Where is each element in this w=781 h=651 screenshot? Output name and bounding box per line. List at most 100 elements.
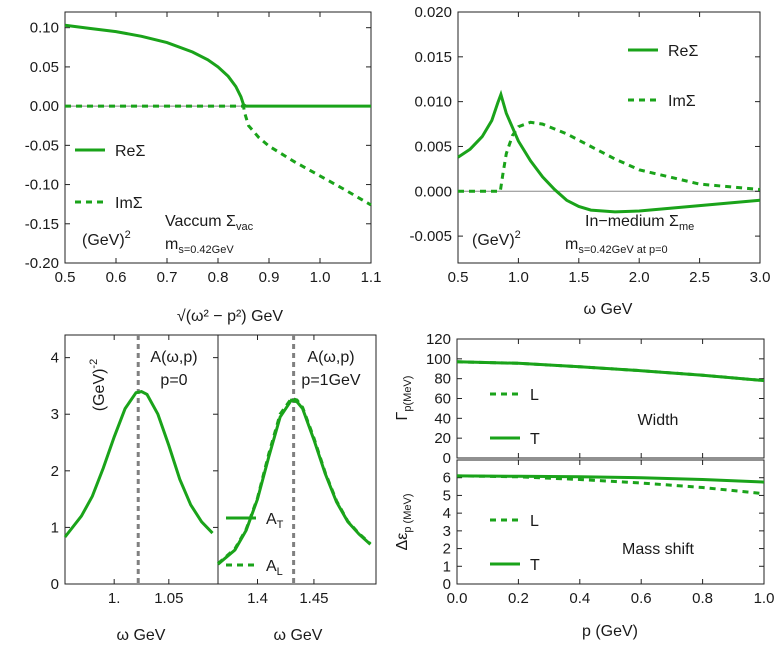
med-ytick-label: 0.000 (414, 183, 452, 200)
shift-xlabel: p (GeV) (582, 623, 638, 640)
shift-ytick-label: 3 (443, 523, 451, 540)
med-xtick-label: 1.0 (508, 269, 529, 286)
med-ms-label: ms=0.42GeV at p=0 (565, 236, 668, 256)
vac-xtick-label: 1.0 (310, 269, 331, 286)
shift-xtick-label: 0.0 (447, 590, 468, 607)
a0-ytick-label: 4 (51, 350, 59, 367)
a0-ytick-label: 1 (51, 519, 59, 536)
shift-ytick-label: 0 (443, 576, 451, 593)
a0-series-A-solid (63, 390, 214, 538)
a0-title: A(ω,p) (150, 349, 197, 366)
med-ytick-label: 0.020 (414, 4, 452, 21)
vac-series-Re-solid (64, 23, 371, 108)
shift-xtick-label: 0.6 (631, 590, 652, 607)
a1-legend-label: AT (266, 511, 284, 531)
shift-ylabel: Δεp (MeV) (394, 494, 414, 551)
a1-xtick-label: 1.4 (247, 590, 268, 607)
a0-units: (GeV)-2 (88, 359, 108, 411)
panel-spectral-p0: 1. 1.05 0 1 2 3 4 A(ω,p) p=0 (GeV)-2 ω GeV (51, 334, 219, 644)
width-ytick-label: 20 (434, 430, 451, 447)
panel-spectral-p1: 1.4 1.45 A(ω,p) p=1GeV AT AL ω GeV (217, 334, 377, 644)
a1-subtitle: p=1GeV (301, 372, 360, 389)
width-ylabel: Γp(MeV) (394, 376, 414, 421)
med-ytick-label: -0.005 (409, 228, 452, 245)
panel-vacuum-self-energy: 0.5 0.6 0.7 0.8 0.9 1.0 1.1 -0.20 -0.15 -0.10 -0.0… (25, 11, 382, 325)
vac-ytick-label: -0.05 (25, 137, 59, 154)
a0-subtitle: p=0 (160, 372, 187, 389)
med-xtick-label: 2.0 (629, 269, 650, 286)
a0-frame (64, 334, 219, 585)
med-xtick-label: 3.0 (750, 269, 771, 286)
vac-xtick-label: 0.8 (208, 269, 229, 286)
vac-xtick-label: 0.5 (55, 269, 76, 286)
width-ytick-label: 120 (426, 331, 451, 348)
vac-xlabel: √(ω² − p²) GeV (177, 308, 284, 325)
vac-xtick-label: 0.9 (259, 269, 280, 286)
shift-series-T-solid (456, 474, 765, 484)
shift-xtick-label: 1.0 (754, 590, 775, 607)
a0-xlabel: ω GeV (117, 627, 166, 644)
med-series-Im-dashed (458, 120, 761, 193)
shift-ytick-label: 5 (443, 487, 451, 504)
panel-width: 0 20 40 60 80 100 120 L T Width Γp(MeV) (394, 331, 765, 467)
shift-xtick-label: 0.4 (569, 590, 590, 607)
med-units: (GeV)2 (472, 229, 521, 249)
vac-series-Im-dashed (65, 104, 372, 207)
vac-ytick-label: -0.15 (25, 216, 59, 233)
med-title: In−medium Σme (585, 213, 694, 233)
shift-legend-label: L (530, 513, 539, 530)
vac-ms-label: ms=0.42GeV (165, 236, 234, 256)
med-legend-label: ReΣ (668, 43, 698, 60)
shift-series-L-dashed (456, 474, 765, 496)
vac-title: Vaccum Σvac (165, 213, 254, 233)
width-title: Width (638, 412, 679, 429)
width-ytick-label: 40 (434, 410, 451, 427)
width-ytick-label: 100 (426, 351, 451, 368)
shift-ytick-label: 1 (443, 558, 451, 575)
vac-ytick-label: 0.10 (30, 20, 59, 37)
med-xlabel: ω GeV (584, 301, 633, 318)
shift-ytick-label: 2 (443, 541, 451, 558)
a0-ytick-label: 3 (51, 406, 59, 423)
width-ytick-label: 80 (434, 371, 451, 388)
width-legend-label: L (530, 387, 539, 404)
med-xtick-label: 1.5 (568, 269, 589, 286)
vac-xtick-label: 1.1 (361, 269, 382, 286)
a1-frame (217, 334, 377, 585)
med-ytick-label: 0.015 (414, 49, 452, 66)
a0-xtick-label: 1. (108, 590, 121, 607)
vac-xtick-label: 0.7 (157, 269, 178, 286)
width-series-L-dashed (456, 360, 765, 383)
shift-ytick-label: 6 (443, 470, 451, 487)
med-ytick-label: 0.010 (414, 94, 452, 111)
vac-ytick-label: -0.20 (25, 255, 59, 272)
a0-xtick-label: 1.05 (154, 590, 183, 607)
a1-xlabel: ω GeV (274, 627, 323, 644)
panel-medium-self-energy: 0.5 1.0 1.5 2.0 2.5 3.0 -0.005 0.000 0.005 0.010 0… (409, 4, 770, 318)
width-legend-label: T (530, 431, 540, 448)
shift-xtick-label: 0.2 (508, 590, 529, 607)
shift-legend-label: T (530, 557, 540, 574)
vac-legend-label: ImΣ (115, 195, 143, 212)
med-xtick-label: 2.5 (689, 269, 710, 286)
vac-units: (GeV)2 (82, 229, 131, 249)
width-series-T-solid (456, 360, 765, 383)
med-series-Re-solid (457, 89, 761, 214)
med-legend-label: ImΣ (668, 93, 696, 110)
vac-legend-label: ReΣ (115, 143, 145, 160)
shift-title: Mass shift (622, 541, 695, 558)
shift-frame (456, 459, 765, 585)
shift-xtick-label: 0.8 (692, 590, 713, 607)
width-frame (456, 338, 765, 459)
med-ytick-label: 0.005 (414, 138, 452, 155)
med-frame (457, 11, 761, 264)
a1-title: A(ω,p) (307, 349, 354, 366)
vac-ytick-label: 0.05 (30, 59, 59, 76)
vac-xtick-label: 0.6 (106, 269, 127, 286)
a0-ytick-label: 0 (51, 576, 59, 593)
a1-legend-label: AL (266, 558, 283, 578)
shift-ytick-label: 4 (443, 505, 451, 522)
a1-xtick-label: 1.45 (299, 590, 328, 607)
